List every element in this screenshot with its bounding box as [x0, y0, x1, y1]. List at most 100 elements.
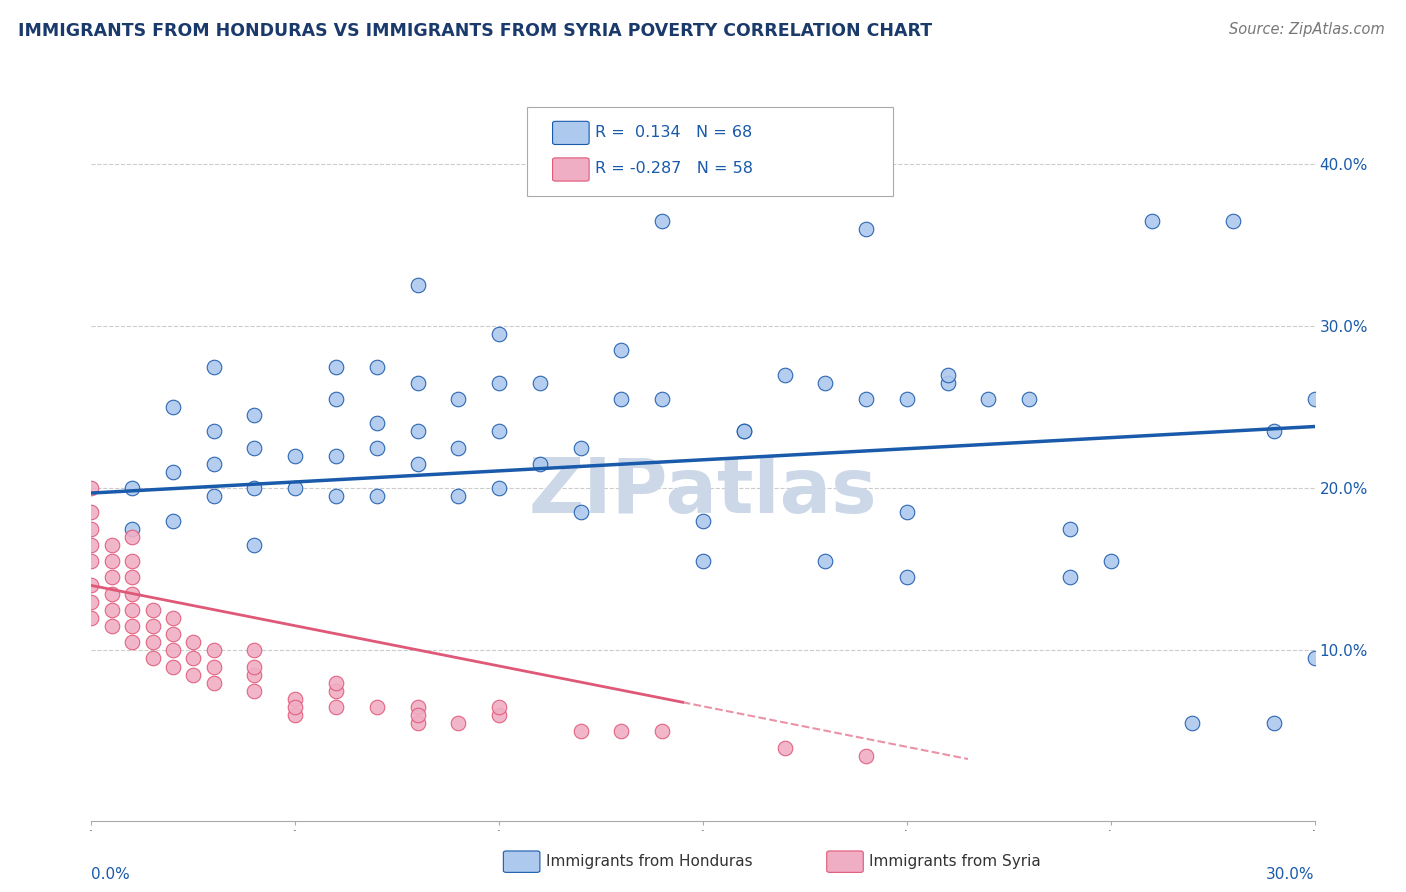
Point [141, 603, 163, 617]
Point [406, 425, 429, 439]
Point [80, 611, 103, 625]
Point [141, 619, 163, 633]
Point [101, 586, 124, 600]
Point [896, 506, 918, 520]
Point [202, 675, 225, 690]
Point [202, 489, 225, 503]
Point [896, 392, 918, 406]
Point [162, 611, 184, 625]
Point [610, 343, 633, 358]
Point [162, 643, 184, 657]
Point [651, 724, 673, 739]
Point [284, 692, 307, 706]
Point [162, 514, 184, 528]
Point [121, 554, 143, 568]
Point [366, 417, 388, 431]
Point [488, 700, 510, 714]
Text: ZIPatlas: ZIPatlas [529, 456, 877, 529]
Point [406, 278, 429, 293]
Point [101, 619, 124, 633]
Point [1263, 716, 1285, 731]
Point [610, 392, 633, 406]
Point [855, 392, 877, 406]
Point [651, 213, 673, 227]
Point [243, 667, 266, 681]
Point [1140, 213, 1163, 227]
Point [651, 392, 673, 406]
Point [855, 748, 877, 763]
Point [243, 684, 266, 698]
Point [183, 651, 205, 665]
Point [202, 643, 225, 657]
Point [121, 586, 143, 600]
Text: IMMIGRANTS FROM HONDURAS VS IMMIGRANTS FROM SYRIA POVERTY CORRELATION CHART: IMMIGRANTS FROM HONDURAS VS IMMIGRANTS F… [18, 22, 932, 40]
Point [406, 708, 429, 723]
Point [325, 489, 347, 503]
Point [366, 700, 388, 714]
Point [366, 489, 388, 503]
Text: Source: ZipAtlas.com: Source: ZipAtlas.com [1229, 22, 1385, 37]
Point [773, 368, 796, 382]
Point [366, 359, 388, 374]
Point [569, 724, 592, 739]
Point [183, 635, 205, 649]
Point [80, 538, 103, 552]
Point [977, 392, 1000, 406]
Point [141, 651, 163, 665]
Point [101, 554, 124, 568]
Point [141, 635, 163, 649]
Point [202, 359, 225, 374]
Point [121, 522, 143, 536]
Point [936, 368, 959, 382]
Point [896, 570, 918, 584]
Point [488, 425, 510, 439]
Point [1303, 392, 1326, 406]
Point [610, 724, 633, 739]
Point [243, 659, 266, 673]
Point [733, 425, 755, 439]
Point [121, 603, 143, 617]
Point [243, 481, 266, 495]
Point [121, 619, 143, 633]
Point [1059, 570, 1081, 584]
Point [183, 667, 205, 681]
Point [121, 481, 143, 495]
Point [488, 708, 510, 723]
Text: R = -0.287   N = 58: R = -0.287 N = 58 [595, 161, 752, 176]
Point [325, 392, 347, 406]
Point [1099, 554, 1122, 568]
Point [101, 603, 124, 617]
Point [366, 441, 388, 455]
Point [80, 554, 103, 568]
Text: R =  0.134   N = 68: R = 0.134 N = 68 [595, 125, 752, 139]
Point [692, 554, 714, 568]
Point [1222, 213, 1244, 227]
Point [243, 643, 266, 657]
Text: 30.0%: 30.0% [1267, 867, 1315, 882]
Point [488, 481, 510, 495]
Point [202, 659, 225, 673]
Point [814, 376, 837, 390]
Point [284, 700, 307, 714]
Point [202, 457, 225, 471]
Point [488, 376, 510, 390]
Point [406, 716, 429, 731]
Point [1303, 651, 1326, 665]
Point [101, 538, 124, 552]
Point [162, 400, 184, 414]
Point [243, 538, 266, 552]
Point [1263, 425, 1285, 439]
Point [284, 481, 307, 495]
Point [325, 675, 347, 690]
Point [406, 376, 429, 390]
Point [121, 530, 143, 544]
Point [447, 489, 470, 503]
Point [814, 554, 837, 568]
Point [243, 408, 266, 422]
Point [284, 449, 307, 463]
Point [162, 659, 184, 673]
Point [569, 441, 592, 455]
Point [325, 684, 347, 698]
Point [406, 457, 429, 471]
Text: 0.0%: 0.0% [91, 867, 131, 882]
